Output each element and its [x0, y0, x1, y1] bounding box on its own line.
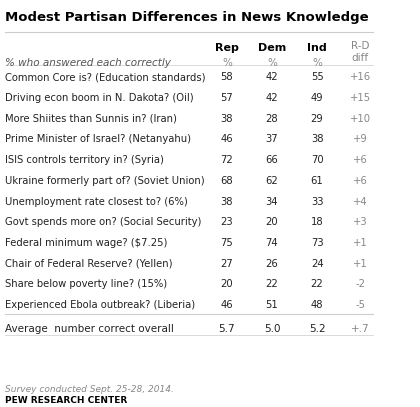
Text: Common Core is? (Education standards): Common Core is? (Education standards) — [5, 72, 206, 82]
Text: 38: 38 — [220, 197, 233, 207]
Text: Prime Minister of Israel? (Netanyahu): Prime Minister of Israel? (Netanyahu) — [5, 134, 191, 144]
Text: 28: 28 — [266, 114, 278, 124]
Text: % who answered each correctly: % who answered each correctly — [5, 58, 171, 68]
Text: 18: 18 — [311, 217, 323, 227]
Text: 72: 72 — [220, 155, 233, 165]
Text: 57: 57 — [220, 93, 233, 103]
Text: 55: 55 — [311, 72, 323, 82]
Text: 38: 38 — [220, 114, 233, 124]
Text: Experienced Ebola outbreak? (Liberia): Experienced Ebola outbreak? (Liberia) — [5, 300, 195, 310]
Text: Ukraine formerly part of? (Soviet Union): Ukraine formerly part of? (Soviet Union) — [5, 176, 205, 186]
Text: 22: 22 — [265, 280, 278, 289]
Text: 20: 20 — [266, 217, 278, 227]
Text: +6: +6 — [353, 155, 368, 165]
Text: 27: 27 — [220, 259, 233, 269]
Text: Average  number correct overall: Average number correct overall — [5, 324, 174, 334]
Text: Govt spends more on? (Social Security): Govt spends more on? (Social Security) — [5, 217, 202, 227]
Text: 5.2: 5.2 — [309, 324, 326, 334]
Text: Modest Partisan Differences in News Knowledge: Modest Partisan Differences in News Know… — [5, 11, 369, 24]
Text: 48: 48 — [311, 300, 323, 310]
Text: 37: 37 — [266, 134, 278, 144]
Text: 5.0: 5.0 — [264, 324, 280, 334]
Text: ISIS controls territory in? (Syria): ISIS controls territory in? (Syria) — [5, 155, 164, 165]
Text: 75: 75 — [220, 238, 233, 248]
Text: 68: 68 — [220, 176, 233, 186]
Text: Driving econ boom in N. Dakota? (Oil): Driving econ boom in N. Dakota? (Oil) — [5, 93, 194, 103]
Text: Dem: Dem — [258, 43, 286, 53]
Text: 58: 58 — [220, 72, 233, 82]
Text: +10: +10 — [350, 114, 371, 124]
Text: Survey conducted Sept. 25-28, 2014.: Survey conducted Sept. 25-28, 2014. — [5, 385, 174, 394]
Text: +1: +1 — [353, 259, 368, 269]
Text: 22: 22 — [311, 280, 323, 289]
Text: 42: 42 — [266, 93, 278, 103]
Text: +6: +6 — [353, 176, 368, 186]
Text: 38: 38 — [311, 134, 323, 144]
Text: +9: +9 — [353, 134, 368, 144]
Text: +16: +16 — [350, 72, 371, 82]
Text: %: % — [222, 58, 232, 68]
Text: 46: 46 — [220, 134, 233, 144]
Text: 61: 61 — [311, 176, 323, 186]
Text: Share below poverty line? (15%): Share below poverty line? (15%) — [5, 280, 167, 289]
Text: 73: 73 — [311, 238, 323, 248]
Text: PEW RESEARCH CENTER: PEW RESEARCH CENTER — [5, 396, 127, 405]
Text: 33: 33 — [311, 197, 323, 207]
Text: +.7: +.7 — [351, 324, 370, 334]
Text: %: % — [312, 58, 322, 68]
Text: Ind: Ind — [307, 43, 327, 53]
Text: -5: -5 — [355, 300, 365, 310]
Text: Unemployment rate closest to? (6%): Unemployment rate closest to? (6%) — [5, 197, 188, 207]
Text: 74: 74 — [266, 238, 278, 248]
Text: Rep: Rep — [215, 43, 239, 53]
Text: %: % — [267, 58, 277, 68]
Text: More Shiites than Sunnis in? (Iran): More Shiites than Sunnis in? (Iran) — [5, 114, 177, 124]
Text: +3: +3 — [353, 217, 368, 227]
Text: 24: 24 — [311, 259, 323, 269]
Text: Chair of Federal Reserve? (Yellen): Chair of Federal Reserve? (Yellen) — [5, 259, 173, 269]
Text: +4: +4 — [353, 197, 368, 207]
Text: 20: 20 — [220, 280, 233, 289]
Text: 34: 34 — [266, 197, 278, 207]
Text: 26: 26 — [265, 259, 278, 269]
Text: 42: 42 — [266, 72, 278, 82]
Text: 5.7: 5.7 — [218, 324, 235, 334]
Text: 51: 51 — [265, 300, 278, 310]
Text: R-D
diff: R-D diff — [351, 41, 370, 63]
Text: 66: 66 — [265, 155, 278, 165]
Text: 62: 62 — [265, 176, 278, 186]
Text: +15: +15 — [350, 93, 371, 103]
Text: -2: -2 — [355, 280, 365, 289]
Text: 49: 49 — [311, 93, 323, 103]
Text: 46: 46 — [220, 300, 233, 310]
Text: Federal minimum wage? ($7.25): Federal minimum wage? ($7.25) — [5, 238, 168, 248]
Text: +1: +1 — [353, 238, 368, 248]
Text: 23: 23 — [220, 217, 233, 227]
Text: 29: 29 — [311, 114, 323, 124]
Text: 70: 70 — [311, 155, 323, 165]
